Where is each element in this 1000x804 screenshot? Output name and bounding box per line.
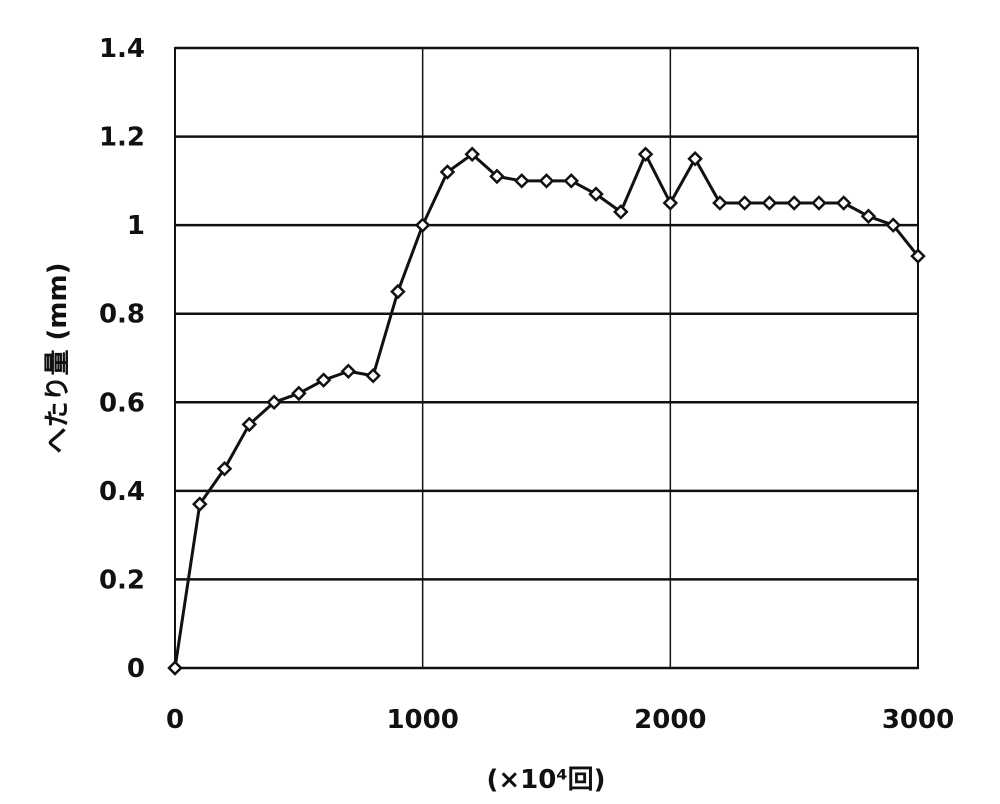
grid-layer xyxy=(174,46,919,670)
y-tick-label: 1.2 xyxy=(99,123,145,153)
data-point xyxy=(811,195,827,211)
data-point xyxy=(167,660,183,676)
plot-frame xyxy=(174,47,919,669)
data-point xyxy=(786,195,802,211)
data-point xyxy=(613,204,629,220)
data-point xyxy=(439,164,456,180)
y-tick-label: 0 xyxy=(127,654,145,684)
data-point xyxy=(538,173,555,189)
data-point xyxy=(637,146,654,163)
data-point xyxy=(687,150,703,167)
data-point xyxy=(489,168,505,185)
y-tick-label: 1 xyxy=(127,211,145,241)
data-point xyxy=(241,416,258,433)
x-tick-label: 2000 xyxy=(634,705,706,735)
y-tick-label: 0.8 xyxy=(99,300,145,330)
data-point xyxy=(191,496,208,512)
data-point xyxy=(414,217,431,233)
y-tick-label: 0.6 xyxy=(99,388,145,418)
data-point xyxy=(761,195,778,211)
data-point xyxy=(216,460,233,477)
data-point xyxy=(291,385,307,402)
data-point xyxy=(885,217,902,233)
data-point xyxy=(390,283,406,300)
data-point xyxy=(513,173,530,189)
data-point xyxy=(860,208,877,225)
y-tick-label: 0.2 xyxy=(99,565,145,595)
marker-layer xyxy=(167,146,926,676)
data-point xyxy=(588,186,604,202)
x-axis-label: (×10⁴回) xyxy=(486,765,605,795)
data-point xyxy=(910,248,926,264)
data-point xyxy=(712,195,728,211)
x-tick-label: 3000 xyxy=(882,705,954,735)
y-axis-ticks: 0 0.2 0.4 0.6 0.8 1 1.2 1.4 xyxy=(99,34,145,684)
x-tick-label: 1000 xyxy=(386,705,458,735)
y-axis-label: へたり量 (mm) xyxy=(43,262,73,453)
y-tick-label: 0.4 xyxy=(99,477,145,507)
data-point xyxy=(662,195,679,211)
x-axis-ticks: 0 1000 2000 3000 xyxy=(166,705,954,735)
data-point xyxy=(563,173,580,189)
series-line xyxy=(173,152,920,669)
data-point xyxy=(736,195,753,211)
data-point xyxy=(464,146,480,163)
data-point xyxy=(365,367,381,384)
data-point xyxy=(315,372,332,388)
data-point xyxy=(266,394,282,411)
data-point xyxy=(340,363,357,380)
y-tick-label: 1.4 xyxy=(99,34,145,64)
data-point xyxy=(835,195,852,211)
x-tick-label: 0 xyxy=(166,705,184,735)
series-layer xyxy=(173,152,920,669)
